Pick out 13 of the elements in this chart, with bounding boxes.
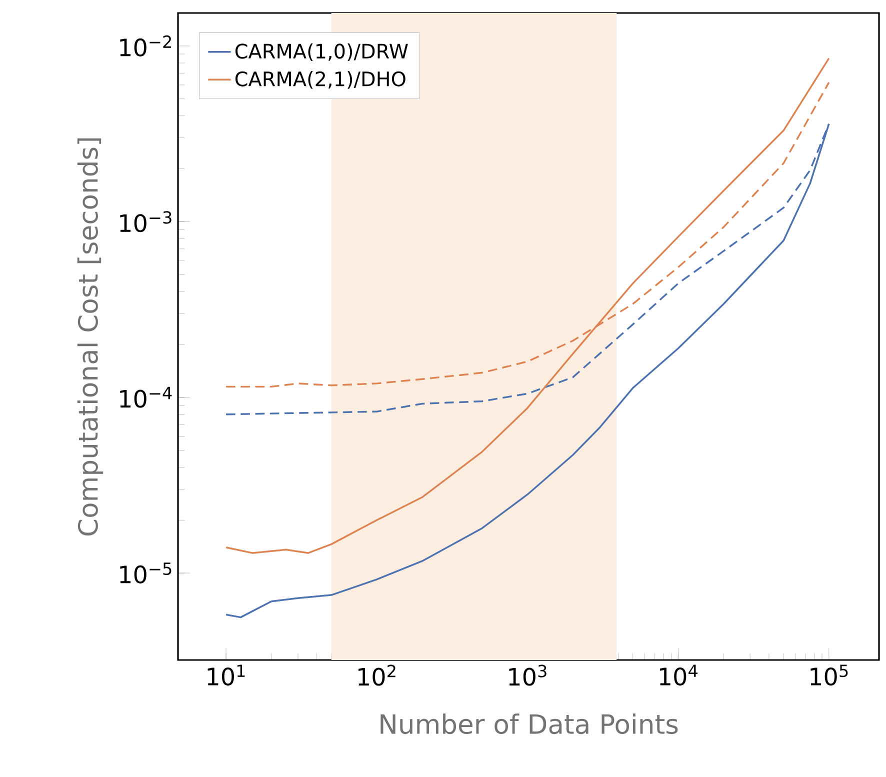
y-tick-label: 10$^{−3}$ [120, 211, 172, 232]
x-tick-label: 10$^{1}$ [208, 664, 245, 686]
y-tick-label: 10$^{−4}$ [120, 386, 172, 408]
y-tick-label: 10$^{−5}$ [120, 562, 172, 584]
x-tick-label: 10$^{3}$ [509, 664, 546, 686]
y-axis-title: Computational Cost [seconds] [77, 138, 104, 536]
x-axis-title: Number of Data Points [380, 714, 678, 734]
legend-label: CARMA(1,0)/DRW [235, 43, 408, 62]
x-tick-label: 10$^{4}$ [660, 664, 698, 686]
x-tick-label: 10$^{5}$ [810, 664, 848, 686]
y-tick-label: 10$^{−2}$ [120, 35, 171, 56]
x-tick-label: 10$^{2}$ [358, 664, 396, 686]
legend-label: CARMA(2,1)/DHO [235, 71, 406, 89]
